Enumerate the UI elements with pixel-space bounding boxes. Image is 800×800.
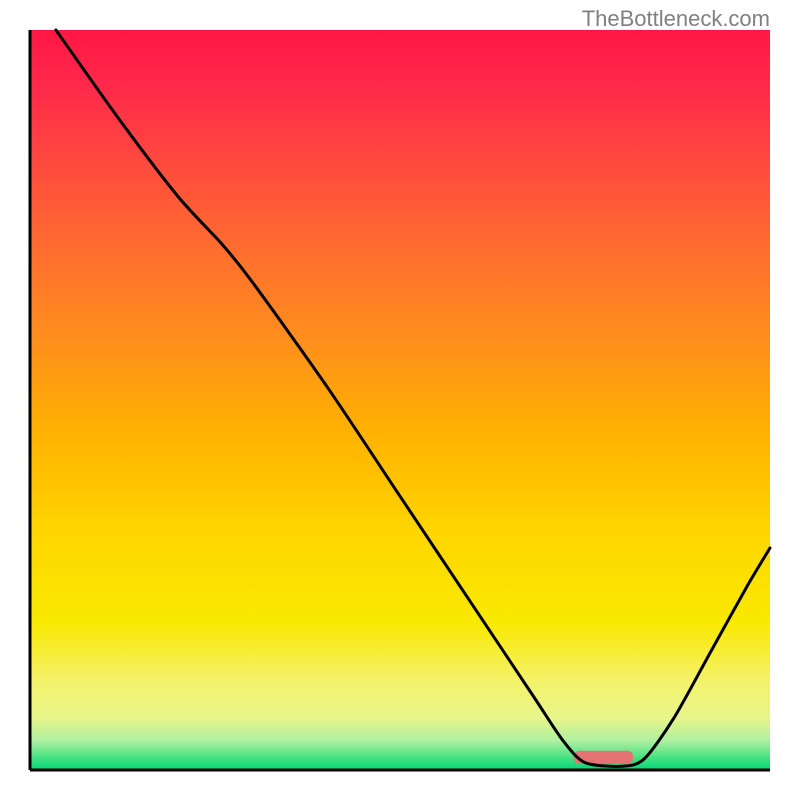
bottleneck-chart xyxy=(0,0,800,800)
plot-gradient xyxy=(30,30,770,770)
chart-container: TheBottleneck.com xyxy=(0,0,800,800)
watermark-text: TheBottleneck.com xyxy=(582,6,770,32)
